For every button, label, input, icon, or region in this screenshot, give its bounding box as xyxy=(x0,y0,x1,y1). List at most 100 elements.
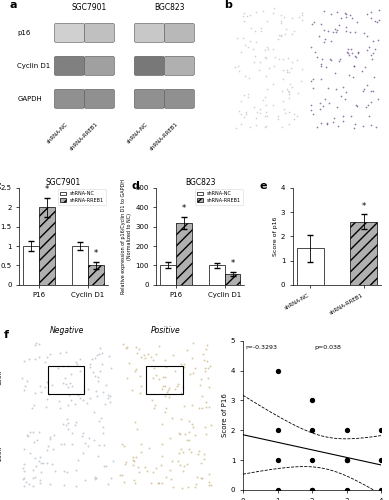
Point xyxy=(321,26,327,34)
Point xyxy=(129,386,135,394)
Point xyxy=(333,85,339,93)
Point xyxy=(270,44,276,52)
Point xyxy=(308,77,314,85)
Text: shRNA-RREB1: shRNA-RREB1 xyxy=(69,122,99,152)
Point xyxy=(100,429,107,437)
Point xyxy=(63,422,69,430)
Point xyxy=(34,436,40,444)
Point xyxy=(351,62,357,70)
Point xyxy=(26,355,32,363)
Point xyxy=(126,359,133,367)
Point xyxy=(199,392,205,400)
Point xyxy=(93,386,100,394)
Point xyxy=(279,122,285,130)
Point xyxy=(332,68,338,76)
Point xyxy=(204,341,210,349)
Point xyxy=(65,401,71,409)
Point xyxy=(203,430,210,438)
Point xyxy=(79,432,85,440)
Point xyxy=(270,80,277,88)
Point xyxy=(343,456,350,464)
Point xyxy=(93,474,99,482)
Point xyxy=(263,54,269,62)
Point xyxy=(131,456,137,464)
Point xyxy=(271,4,277,12)
Point xyxy=(184,346,190,354)
Point xyxy=(160,374,166,382)
Point xyxy=(150,374,156,382)
Point xyxy=(82,439,88,447)
Text: Positive: Positive xyxy=(151,326,180,335)
Point xyxy=(291,115,297,123)
Text: Negative: Negative xyxy=(50,326,84,335)
Point xyxy=(202,345,209,353)
Point xyxy=(94,392,100,400)
Point xyxy=(274,426,280,434)
Point xyxy=(343,88,349,96)
Point xyxy=(309,486,315,494)
Point xyxy=(177,461,184,469)
Point xyxy=(280,66,286,74)
Point xyxy=(262,54,268,62)
Point xyxy=(178,414,184,422)
Legend: shRNA-NC, shRNA-RREB1: shRNA-NC, shRNA-RREB1 xyxy=(195,190,243,204)
Text: *: * xyxy=(94,250,98,258)
Point xyxy=(167,466,173,474)
Point xyxy=(318,75,324,83)
Point xyxy=(284,68,290,76)
Point xyxy=(148,479,154,487)
Point xyxy=(192,484,198,492)
Point xyxy=(153,464,159,472)
Point xyxy=(120,340,126,348)
Point xyxy=(43,404,49,411)
Point xyxy=(289,58,295,66)
Point xyxy=(314,123,320,131)
Point xyxy=(368,14,375,22)
Point xyxy=(189,354,195,362)
Point xyxy=(132,367,138,375)
Point xyxy=(132,479,138,487)
Point xyxy=(293,56,300,64)
FancyBboxPatch shape xyxy=(164,24,194,42)
Point xyxy=(29,404,35,411)
Bar xyxy=(146,366,182,394)
Point xyxy=(275,32,282,40)
Point xyxy=(159,479,165,487)
Point xyxy=(107,398,113,406)
Point xyxy=(309,396,315,404)
Point xyxy=(44,446,50,454)
Point xyxy=(61,481,67,489)
Point xyxy=(280,98,286,106)
Point xyxy=(136,468,142,475)
Point xyxy=(286,68,292,76)
Point xyxy=(238,98,244,106)
Point xyxy=(263,122,269,130)
Point xyxy=(198,458,205,466)
Point xyxy=(80,430,86,438)
Point xyxy=(74,360,81,368)
Text: shRNA-NC: shRNA-NC xyxy=(46,122,69,145)
FancyBboxPatch shape xyxy=(134,24,164,42)
Point xyxy=(345,45,351,53)
Point xyxy=(102,381,109,389)
Point xyxy=(343,23,349,31)
Point xyxy=(106,352,112,360)
Point xyxy=(370,38,377,46)
Point xyxy=(60,420,67,428)
Point xyxy=(375,94,381,102)
Point xyxy=(100,423,107,431)
Point xyxy=(38,460,44,468)
Point xyxy=(166,384,172,392)
Point xyxy=(96,416,102,424)
Point xyxy=(135,464,141,471)
Point xyxy=(86,434,92,442)
Point xyxy=(345,49,352,57)
Point xyxy=(263,101,269,109)
Point xyxy=(278,30,284,38)
Text: p16: p16 xyxy=(18,30,31,36)
Point xyxy=(81,386,87,394)
Point xyxy=(328,10,335,18)
Point xyxy=(64,416,70,424)
Point xyxy=(170,482,176,490)
Point xyxy=(87,394,93,402)
